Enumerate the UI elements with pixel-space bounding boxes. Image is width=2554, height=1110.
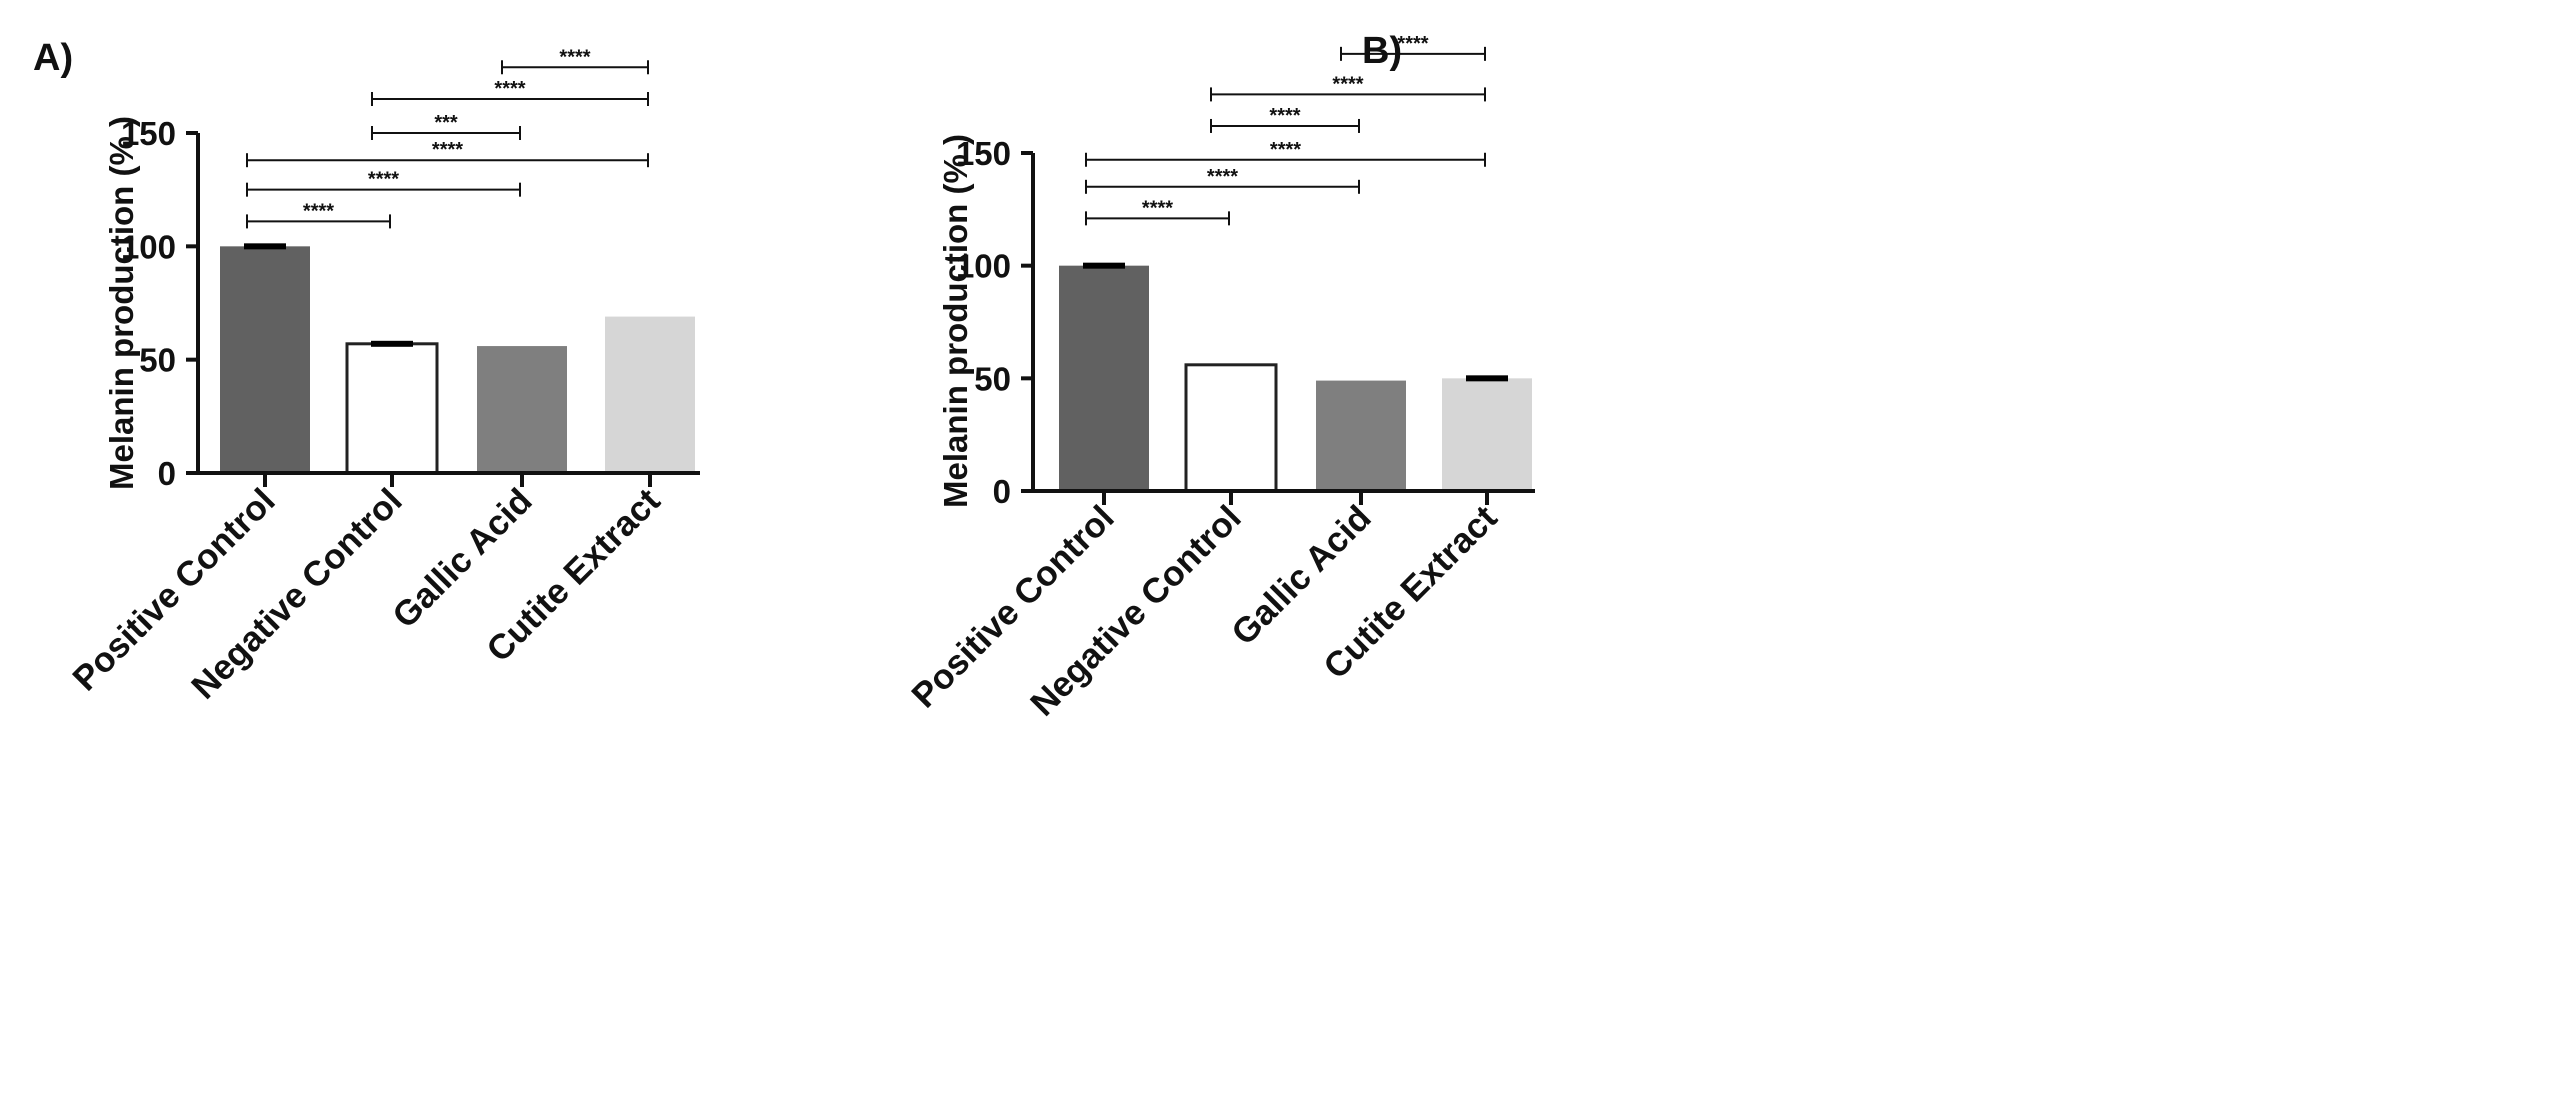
y-tick-label: 50 [139,342,176,379]
significance-label: **** [494,78,525,100]
bar [1442,378,1532,491]
y-tick-label: 50 [974,360,1011,397]
y-axis-label: Melanin production (% ) [937,134,974,508]
significance-label: **** [1207,166,1238,188]
significance-label: **** [1142,197,1173,219]
bar [220,246,310,473]
y-tick-label: 150 [121,115,176,152]
significance-label: **** [368,169,399,191]
bar [1059,265,1149,491]
bar [1316,380,1406,491]
panel-label: B) [1362,30,1402,72]
y-tick-label: 0 [993,473,1011,510]
bar [1184,363,1278,493]
significance-label: **** [432,139,463,161]
significance-label: **** [1269,105,1300,127]
bar [345,342,439,475]
y-tick-label: 0 [158,455,176,492]
significance-label: *** [434,112,458,134]
significance-label: **** [559,46,590,68]
bar [605,316,695,473]
y-tick-label: 150 [956,135,1011,172]
significance-label: **** [303,200,334,222]
y-tick-label: 100 [956,248,1011,285]
y-tick-label: 100 [121,228,176,265]
y-axis-label: Melanin production (% ) [103,116,140,490]
bar [477,346,567,473]
error-bar [244,243,286,250]
error-bar [1083,262,1125,269]
error-bar [1466,375,1508,382]
error-bar [371,340,413,347]
significance-label: **** [1397,33,1428,55]
panel-label: A) [33,37,73,79]
significance-label: **** [1332,73,1363,95]
significance-label: **** [1270,139,1301,161]
